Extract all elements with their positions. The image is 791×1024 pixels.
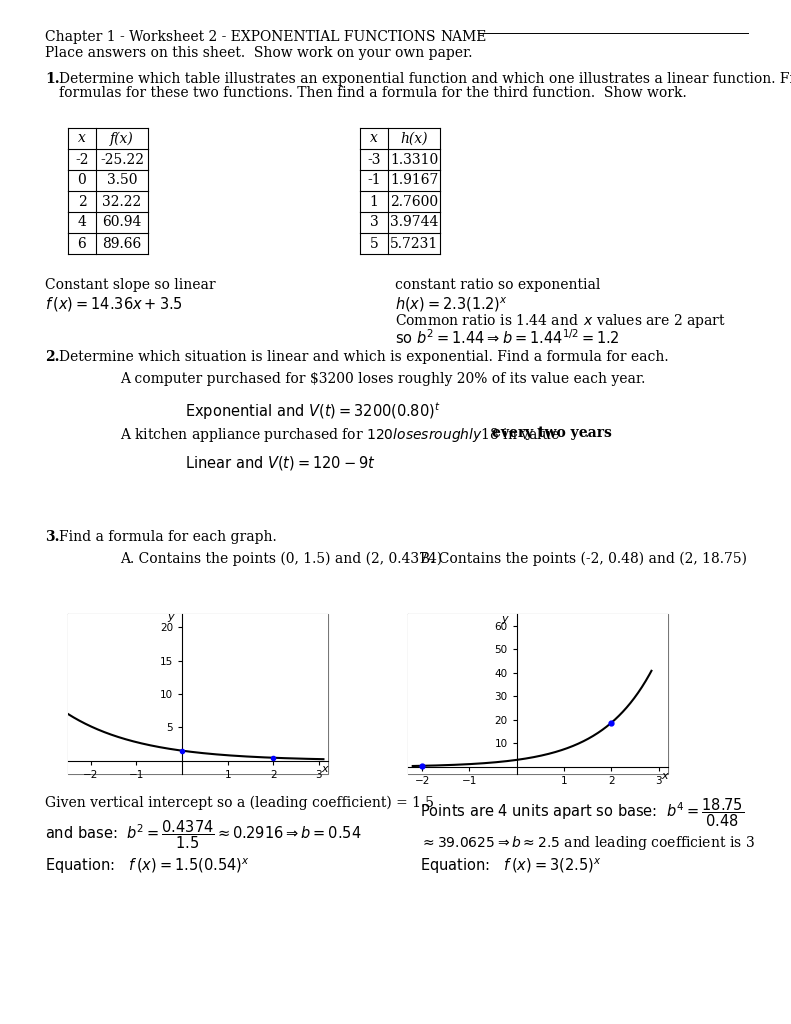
Text: -2: -2: [75, 153, 89, 167]
Text: x: x: [370, 131, 378, 145]
Text: -1: -1: [367, 173, 380, 187]
Text: Constant slope so linear: Constant slope so linear: [45, 278, 216, 292]
Text: 4: 4: [78, 215, 86, 229]
Text: $h(x) = 2.3(1.2)^x$: $h(x) = 2.3(1.2)^x$: [395, 295, 508, 313]
Text: x: x: [78, 131, 86, 145]
Text: Common ratio is 1.44 and $\,x$ values are 2 apart: Common ratio is 1.44 and $\,x$ values ar…: [395, 312, 725, 330]
Text: constant ratio so exponential: constant ratio so exponential: [395, 278, 600, 292]
Text: Determine which table illustrates an exponential function and which one illustra: Determine which table illustrates an exp…: [59, 72, 791, 86]
Text: 1.3310: 1.3310: [390, 153, 438, 167]
Text: Equation:   $f\/(x) = 1.5(0.54)^x$: Equation: $f\/(x) = 1.5(0.54)^x$: [45, 856, 250, 876]
Text: Linear and $V(t) = 120 - 9t$: Linear and $V(t) = 120 - 9t$: [185, 454, 376, 472]
Text: 3.50: 3.50: [107, 173, 138, 187]
Text: .: .: [585, 426, 589, 440]
Text: y: y: [501, 613, 509, 624]
Text: 1: 1: [369, 195, 378, 209]
Text: 0: 0: [78, 173, 86, 187]
Text: -3: -3: [367, 153, 380, 167]
Text: 2: 2: [78, 195, 86, 209]
Text: Points are 4 units apart so base:  $b^4 = \dfrac{18.75}{0.48}$: Points are 4 units apart so base: $b^4 =…: [420, 796, 744, 828]
Text: so $b^2 = 1.44 \Rightarrow b = 1.44^{1/2} = 1.2$: so $b^2 = 1.44 \Rightarrow b = 1.44^{1/2…: [395, 328, 619, 347]
Text: 32.22: 32.22: [102, 195, 142, 209]
Text: A. Contains the points (0, 1.5) and (2, 0.4374): A. Contains the points (0, 1.5) and (2, …: [120, 552, 442, 566]
Text: Find a formula for each graph.: Find a formula for each graph.: [59, 530, 277, 544]
Text: 3.9744: 3.9744: [390, 215, 438, 229]
Text: Place answers on this sheet.  Show work on your own paper.: Place answers on this sheet. Show work o…: [45, 46, 472, 60]
Text: formulas for these two functions. Then find a formula for the third function.  S: formulas for these two functions. Then f…: [59, 86, 687, 100]
Text: 6: 6: [78, 237, 86, 251]
Text: and base:  $b^2 = \dfrac{0.4374}{1.5} \approx 0.2916 \Rightarrow b = 0.54$: and base: $b^2 = \dfrac{0.4374}{1.5} \ap…: [45, 818, 361, 851]
Text: NAME: NAME: [440, 30, 486, 44]
Text: 1.: 1.: [45, 72, 59, 86]
Text: x: x: [661, 771, 668, 781]
Text: 2.: 2.: [45, 350, 59, 364]
Text: A kitchen appliance purchased for $120 loses roughly $18 in value: A kitchen appliance purchased for $120 l…: [120, 426, 560, 444]
Text: Given vertical intercept so a (leading coefficient) = 1.5: Given vertical intercept so a (leading c…: [45, 796, 434, 810]
Text: Chapter 1 - Worksheet 2 - EXPONENTIAL FUNCTIONS: Chapter 1 - Worksheet 2 - EXPONENTIAL FU…: [45, 30, 436, 44]
Text: 1.9167: 1.9167: [390, 173, 438, 187]
Text: 60.94: 60.94: [102, 215, 142, 229]
Text: $\approx 39.0625 \Rightarrow b \approx 2.5$ and leading coefficient is 3: $\approx 39.0625 \Rightarrow b \approx 2…: [420, 834, 755, 852]
Text: Equation:   $f\/(x) = 3(2.5)^x$: Equation: $f\/(x) = 3(2.5)^x$: [420, 856, 601, 876]
Text: f(x): f(x): [110, 131, 134, 145]
Text: 3: 3: [369, 215, 378, 229]
Text: Exponential and $V(t) = 3200(0.80)^t$: Exponential and $V(t) = 3200(0.80)^t$: [185, 400, 441, 422]
Text: -25.22: -25.22: [100, 153, 144, 167]
Text: 5.7231: 5.7231: [390, 237, 438, 251]
Text: x: x: [321, 764, 327, 774]
Text: every two years: every two years: [492, 426, 612, 440]
Text: y: y: [167, 612, 174, 623]
Text: Determine which situation is linear and which is exponential. Find a formula for: Determine which situation is linear and …: [59, 350, 668, 364]
Text: B. Contains the points (-2, 0.48) and (2, 18.75): B. Contains the points (-2, 0.48) and (2…: [420, 552, 747, 566]
Text: 89.66: 89.66: [102, 237, 142, 251]
Text: $f\/(x) = 14.36x + 3.5$: $f\/(x) = 14.36x + 3.5$: [45, 295, 183, 313]
Text: 2.7600: 2.7600: [390, 195, 438, 209]
Text: 3.: 3.: [45, 530, 59, 544]
Text: A computer purchased for $3200 loses roughly 20% of its value each year.: A computer purchased for $3200 loses rou…: [120, 372, 645, 386]
Text: 5: 5: [369, 237, 378, 251]
Text: h(x): h(x): [400, 131, 428, 145]
